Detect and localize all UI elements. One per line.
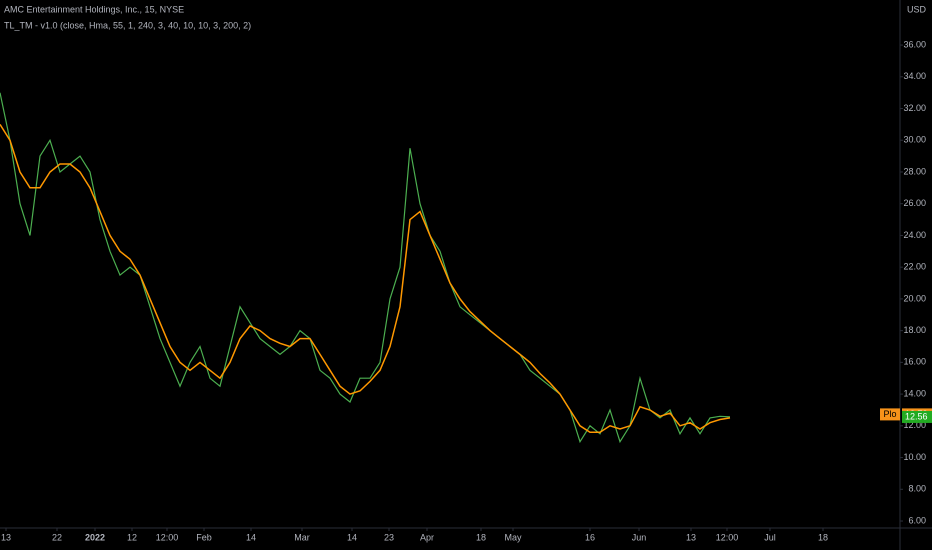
x-tick-label: 18 xyxy=(476,532,486,542)
currency-label: USD xyxy=(907,4,927,14)
y-tick-label: 34.00 xyxy=(903,71,926,81)
x-tick-label: Jun xyxy=(632,532,647,542)
indicator-label: TL_TM - v1.0 (close, Hma, 55, 1, 240, 3,… xyxy=(4,20,251,30)
y-tick-label: 14.00 xyxy=(903,388,926,398)
x-tick-label: May xyxy=(504,532,522,542)
x-tick-label: 14 xyxy=(246,532,256,542)
y-tick-label: 28.00 xyxy=(903,166,926,176)
y-tick-label: 26.00 xyxy=(903,198,926,208)
price-tag-name-label: Plo xyxy=(883,409,896,419)
y-tick-label: 12.00 xyxy=(903,420,926,430)
y-tick-label: 18.00 xyxy=(903,325,926,335)
price-tag-label: 12.56 xyxy=(905,411,928,421)
y-tick-label: 16.00 xyxy=(903,357,926,367)
x-tick-label: 23 xyxy=(384,532,394,542)
x-tick-label: Apr xyxy=(420,532,434,542)
series-line xyxy=(0,92,731,444)
price-tag-name xyxy=(880,408,900,421)
x-tick-label: 2022 xyxy=(85,532,105,542)
y-tick-label: 36.00 xyxy=(903,39,926,49)
x-tick-label: 12:00 xyxy=(156,532,179,542)
x-tick-label: 12 xyxy=(127,532,137,542)
y-tick-label: 30.00 xyxy=(903,135,926,145)
y-tick-label: 32.00 xyxy=(903,103,926,113)
x-tick-label: 14 xyxy=(347,532,357,542)
x-tick-label: Jul xyxy=(764,532,776,542)
chart-title: AMC Entertainment Holdings, Inc., 15, NY… xyxy=(4,4,184,14)
series-line xyxy=(0,124,731,433)
y-tick-label: 8.00 xyxy=(908,484,926,494)
x-tick-label: Feb xyxy=(196,532,212,542)
x-tick-label: 16 xyxy=(585,532,595,542)
x-tick-label: 22 xyxy=(52,532,62,542)
y-tick-label: 24.00 xyxy=(903,230,926,240)
y-tick-label: 22.00 xyxy=(903,262,926,272)
y-tick-label: 6.00 xyxy=(908,515,926,525)
x-tick-label: 18 xyxy=(818,532,828,542)
price-tag xyxy=(902,410,932,423)
x-tick-label: 12:00 xyxy=(716,532,739,542)
y-tick-label: 10.00 xyxy=(903,452,926,462)
x-tick-label: 13 xyxy=(686,532,696,542)
x-tick-label: Mar xyxy=(294,532,310,542)
x-tick-label: 13 xyxy=(1,532,11,542)
y-tick-label: 20.00 xyxy=(903,293,926,303)
